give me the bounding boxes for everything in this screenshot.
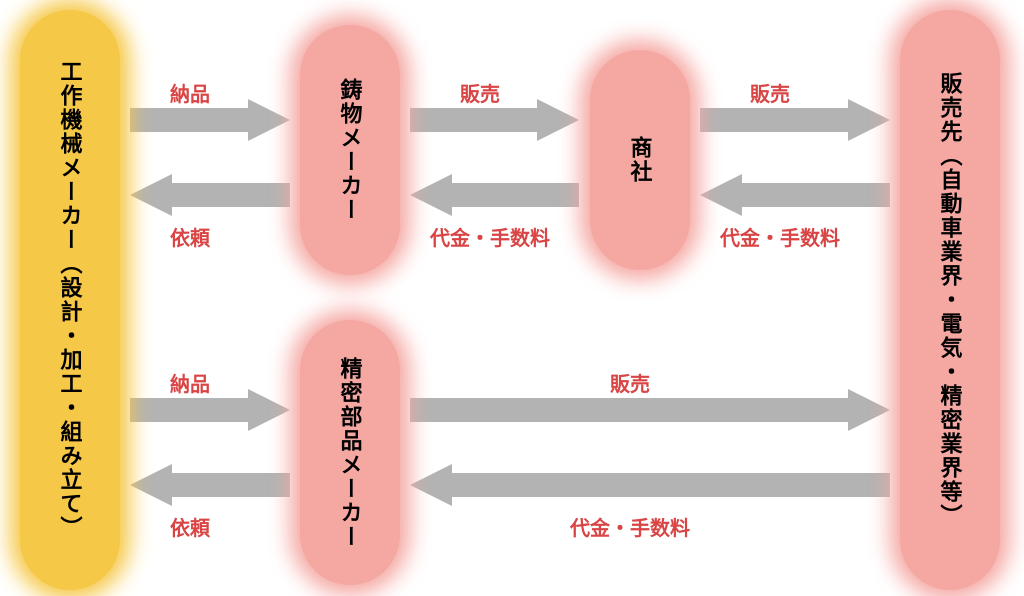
edge-label-e8: 依頼 [170,512,210,541]
edge-label-e7: 納品 [170,368,210,397]
flow-arrow [130,387,290,433]
flow-arrow [700,172,890,218]
node-label: 精密部品メーカー [334,357,367,549]
node-casting-maker: 鋳物メーカー [300,25,400,275]
flow-arrow [410,387,890,433]
edge-label-e9: 販売 [610,368,650,397]
flow-arrow [700,97,890,143]
flow-arrow [130,97,290,143]
edge-label-e3: 販売 [460,78,500,107]
edge-label-e10: 代金・手数料 [570,512,690,541]
flow-arrow [410,172,579,218]
edge-label-e4: 代金・手数料 [430,222,550,251]
node-machinery-maker: 工作機械メーカー（設計・加工・組み立て） [20,10,120,590]
node-label: 工作機械メーカー（設計・加工・組み立て） [54,60,87,540]
flow-arrow [130,462,290,508]
node-label: 販売先（自動車業界・電気・精密業界等） [934,72,967,528]
edge-label-e2: 依頼 [170,222,210,251]
node-precision-maker: 精密部品メーカー [300,320,400,585]
flow-arrow [410,462,890,508]
node-sales-dest: 販売先（自動車業界・電気・精密業界等） [900,10,1000,590]
edge-label-e6: 代金・手数料 [720,222,840,251]
node-label: 商社 [624,136,657,184]
node-label: 鋳物メーカー [334,78,367,222]
edge-label-e5: 販売 [750,78,790,107]
node-trading-company: 商社 [590,50,690,270]
edge-label-e1: 納品 [170,78,210,107]
flow-arrow [130,172,290,218]
